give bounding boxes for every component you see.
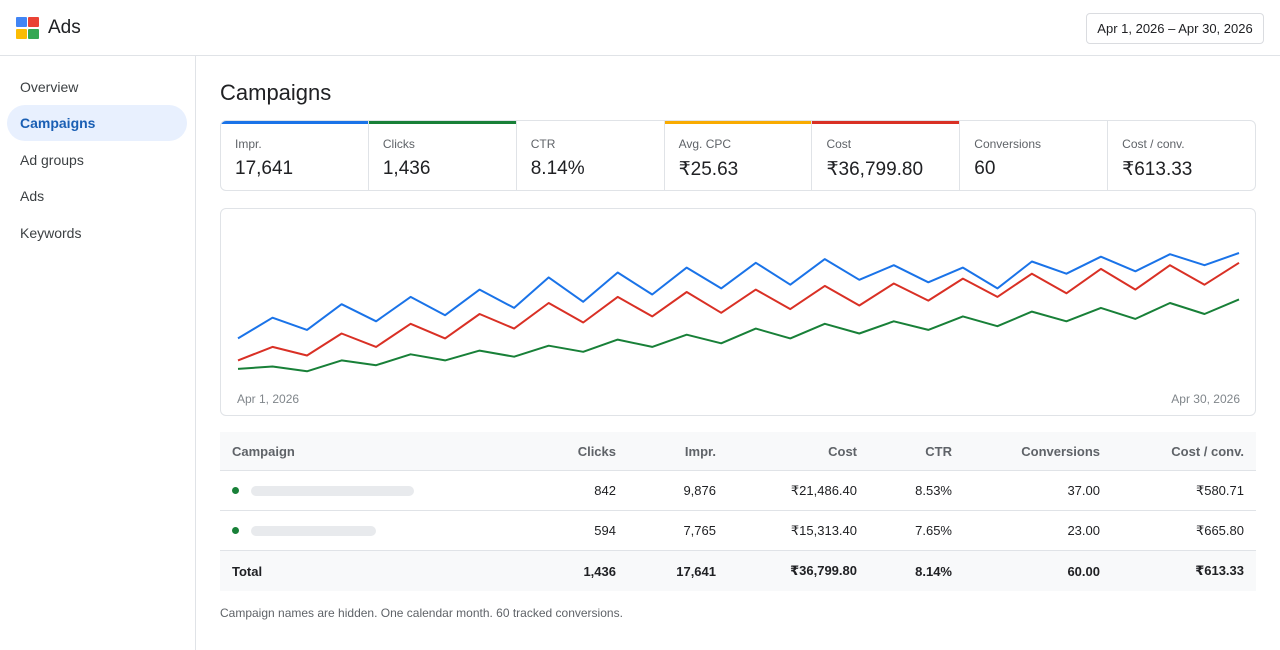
metric-tile[interactable]: Conversions 60 bbox=[960, 121, 1109, 190]
metric-accent-bar bbox=[664, 121, 812, 124]
metric-label: Cost / conv. bbox=[1122, 137, 1185, 151]
cell-conversions: 23.00 bbox=[1067, 523, 1100, 538]
metric-value: 8.14% bbox=[530, 158, 585, 179]
cell-clicks: 594 bbox=[594, 523, 616, 538]
sidebar-item-overview[interactable]: Overview bbox=[20, 79, 79, 95]
metric-value: 1,436 bbox=[382, 158, 431, 179]
status-enabled-icon bbox=[232, 527, 239, 534]
metric-tile[interactable]: Cost / conv. ₹613.33 bbox=[1108, 121, 1255, 190]
metric-value: 17,641 bbox=[235, 158, 294, 179]
metric-accent-bar bbox=[221, 121, 368, 124]
total-label: Total bbox=[232, 563, 263, 579]
total-cost: ₹36,799.80 bbox=[790, 563, 857, 578]
line-chart bbox=[237, 252, 1240, 373]
metric-tile[interactable]: Impr. 17,641 bbox=[221, 121, 369, 190]
date-range-picker[interactable]: Apr 1, 2026 – Apr 30, 2026 bbox=[1086, 13, 1264, 44]
table-row[interactable]: 842 9,876 ₹21,486.40 8.53% 37.00 ₹580.71 bbox=[220, 471, 1256, 511]
hidden-campaign-name bbox=[251, 525, 376, 536]
metric-label: Conversions bbox=[974, 137, 1041, 151]
metric-label: Avg. CPC bbox=[678, 137, 732, 151]
cell-impr: 9,876 bbox=[683, 483, 716, 498]
col-impr[interactable]: Impr. bbox=[684, 443, 716, 459]
table-footnote: Campaign names are hidden. One calendar … bbox=[220, 606, 623, 620]
metric-value: ₹613.33 bbox=[1122, 159, 1193, 180]
total-ctr: 8.14% bbox=[915, 563, 952, 579]
col-clicks[interactable]: Clicks bbox=[577, 443, 616, 459]
metric-value: ₹36,799.80 bbox=[826, 159, 924, 180]
metric-label: Impr. bbox=[235, 137, 262, 151]
total-cost-per-conv: ₹613.33 bbox=[1195, 563, 1244, 578]
sidebar-item-campaigns[interactable]: Campaigns bbox=[7, 105, 187, 141]
metric-accent-bar bbox=[812, 121, 960, 124]
x-axis-start-label: Apr 1, 2026 bbox=[237, 392, 300, 406]
app-title: Ads bbox=[48, 17, 81, 38]
sidebar-nav: Overview Campaigns Ad groups Ads Keyword… bbox=[0, 56, 196, 650]
metric-label: Clicks bbox=[382, 137, 415, 151]
cell-ctr: 7.65% bbox=[915, 523, 952, 538]
total-impr: 17,641 bbox=[676, 563, 716, 579]
table-total-row: Total 1,436 17,641 ₹36,799.80 8.14% 60.0… bbox=[220, 551, 1256, 591]
table-header: Campaign Clicks Impr. Cost CTR Conversio… bbox=[220, 432, 1256, 471]
chart-series-line-1 bbox=[237, 252, 1240, 340]
chart-series-line-2 bbox=[237, 261, 1240, 362]
metric-tile[interactable]: CTR 8.14% bbox=[517, 121, 665, 190]
metric-label: CTR bbox=[530, 137, 556, 151]
cell-impr: 7,765 bbox=[683, 523, 716, 538]
cell-cost: ₹21,486.40 bbox=[790, 482, 857, 498]
campaign-table: Campaign Clicks Impr. Cost CTR Conversio… bbox=[220, 432, 1256, 591]
metric-label: Cost bbox=[826, 137, 852, 151]
metric-tile[interactable]: Cost ₹36,799.80 bbox=[812, 121, 961, 190]
col-cost-per-conv[interactable]: Cost / conv. bbox=[1171, 443, 1244, 459]
cell-ctr: 8.53% bbox=[915, 483, 952, 498]
col-cost[interactable]: Cost bbox=[828, 443, 857, 459]
x-axis-end-label: Apr 30, 2026 bbox=[1171, 392, 1240, 406]
page-title: Campaigns bbox=[220, 80, 332, 105]
metric-accent-bar bbox=[368, 121, 516, 124]
ads-logo-icon bbox=[16, 17, 39, 39]
sidebar-item-ads[interactable]: Ads bbox=[20, 188, 45, 204]
total-clicks: 1,436 bbox=[583, 563, 616, 579]
performance-chart: Apr 1, 2026 Apr 30, 2026 bbox=[220, 208, 1256, 416]
metric-value: 60 bbox=[974, 158, 996, 179]
chart-series-line-3 bbox=[237, 298, 1240, 373]
cell-cost-per-conv: ₹665.80 bbox=[1195, 522, 1244, 538]
col-campaign[interactable]: Campaign bbox=[232, 443, 295, 459]
cell-cost-per-conv: ₹580.71 bbox=[1195, 482, 1244, 498]
hidden-campaign-name bbox=[251, 485, 414, 496]
metric-tile[interactable]: Avg. CPC ₹25.63 bbox=[664, 121, 813, 190]
status-enabled-icon bbox=[232, 487, 239, 494]
cell-cost: ₹15,313.40 bbox=[790, 522, 857, 538]
col-ctr[interactable]: CTR bbox=[925, 443, 952, 459]
sidebar-item-ad-groups[interactable]: Ad groups bbox=[20, 152, 84, 168]
cell-conversions: 37.00 bbox=[1067, 483, 1100, 498]
total-conversions: 60.00 bbox=[1067, 563, 1100, 579]
metrics-row: Impr. 17,641 Clicks 1,436 CTR 8.14% Avg. CPC ₹2… bbox=[220, 120, 1256, 191]
cell-clicks: 842 bbox=[594, 483, 616, 498]
top-bar: Ads Apr 1, 2026 – Apr 30, 2026 bbox=[0, 0, 1280, 56]
sidebar-item-keywords[interactable]: Keywords bbox=[20, 225, 82, 241]
metric-value: ₹25.63 bbox=[678, 159, 739, 180]
metric-tile[interactable]: Clicks 1,436 bbox=[368, 121, 517, 190]
col-conversions[interactable]: Conversions bbox=[1021, 443, 1100, 459]
table-row[interactable]: 594 7,765 ₹15,313.40 7.65% 23.00 ₹665.80 bbox=[220, 511, 1256, 551]
